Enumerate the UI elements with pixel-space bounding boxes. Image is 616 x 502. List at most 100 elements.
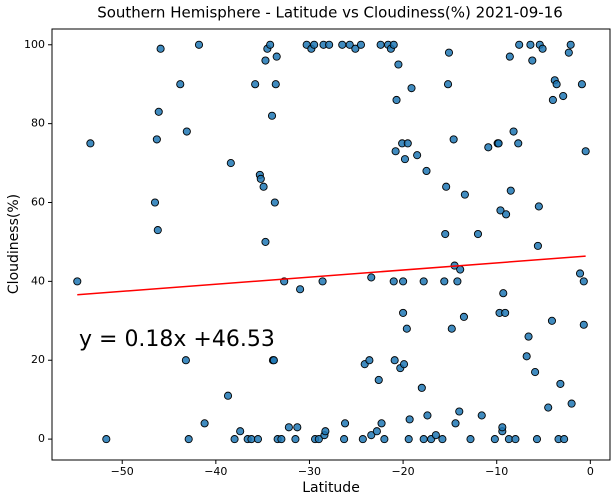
point — [447, 324, 456, 333]
point — [318, 277, 327, 286]
point — [389, 40, 398, 49]
point — [496, 206, 505, 215]
point — [266, 40, 275, 49]
point — [405, 415, 414, 424]
point — [431, 431, 440, 440]
y-tick-label: 0 — [38, 432, 45, 445]
point — [194, 40, 204, 49]
point — [296, 285, 305, 294]
point — [442, 182, 451, 191]
point — [310, 40, 319, 49]
point — [577, 80, 586, 89]
point — [466, 435, 475, 444]
point — [532, 435, 542, 444]
point — [182, 127, 191, 136]
point — [515, 40, 524, 49]
point — [377, 419, 386, 428]
y-tick-label: 20 — [31, 353, 45, 366]
point — [269, 356, 278, 365]
point — [522, 352, 531, 361]
point — [230, 435, 239, 444]
point — [422, 166, 431, 176]
point — [399, 308, 408, 317]
point — [358, 435, 367, 444]
point — [272, 52, 281, 61]
point — [338, 40, 347, 49]
point — [251, 80, 260, 89]
point — [499, 289, 508, 298]
point — [502, 210, 511, 219]
point — [407, 84, 416, 93]
point — [559, 91, 568, 101]
point — [399, 277, 408, 286]
point — [443, 80, 453, 89]
point — [413, 151, 422, 160]
point — [236, 427, 245, 436]
point — [291, 435, 300, 444]
point — [453, 277, 462, 286]
point — [444, 48, 454, 57]
point — [181, 356, 190, 365]
annotation: y = 0.18x +46.53 — [79, 327, 275, 352]
point — [367, 273, 376, 282]
point — [261, 237, 270, 246]
point — [438, 435, 447, 444]
point — [325, 40, 334, 49]
point — [564, 48, 573, 57]
point — [514, 139, 523, 148]
point — [293, 423, 302, 432]
point — [226, 159, 235, 168]
point — [548, 95, 557, 105]
point — [509, 127, 518, 136]
point — [152, 135, 161, 144]
point — [394, 60, 403, 69]
point — [560, 435, 569, 444]
point — [284, 423, 293, 432]
y-tick-label: 60 — [31, 196, 45, 209]
point — [150, 198, 160, 207]
point — [390, 356, 399, 365]
point — [259, 182, 268, 191]
x-tick-label: −40 — [204, 465, 227, 478]
point — [534, 202, 543, 211]
plot-frame — [51, 28, 611, 461]
point — [579, 277, 588, 286]
point — [372, 427, 381, 436]
point — [156, 44, 165, 53]
point — [473, 230, 483, 239]
point — [477, 411, 486, 420]
x-tick-label: 0 — [587, 465, 594, 478]
point — [374, 375, 383, 385]
point — [456, 265, 465, 274]
point — [321, 427, 330, 436]
point — [184, 435, 193, 444]
point — [256, 174, 265, 183]
point — [575, 269, 585, 278]
point — [391, 147, 400, 156]
point — [270, 198, 279, 207]
x-tick-label: −10 — [485, 465, 508, 478]
point — [579, 320, 588, 329]
point — [400, 155, 410, 164]
point — [556, 379, 565, 388]
y-tick-label: 40 — [31, 274, 45, 287]
point — [365, 356, 374, 365]
point — [253, 435, 263, 444]
point — [86, 139, 95, 148]
point — [531, 368, 540, 377]
point — [459, 312, 468, 321]
point — [176, 80, 185, 89]
point — [345, 40, 354, 49]
point — [505, 52, 514, 61]
point — [501, 308, 510, 317]
point — [392, 95, 401, 105]
point — [544, 403, 553, 412]
point — [267, 111, 277, 120]
point — [223, 391, 233, 400]
x-tick-label: −50 — [111, 465, 134, 478]
point — [340, 435, 349, 444]
point — [484, 143, 493, 152]
point — [314, 435, 323, 444]
